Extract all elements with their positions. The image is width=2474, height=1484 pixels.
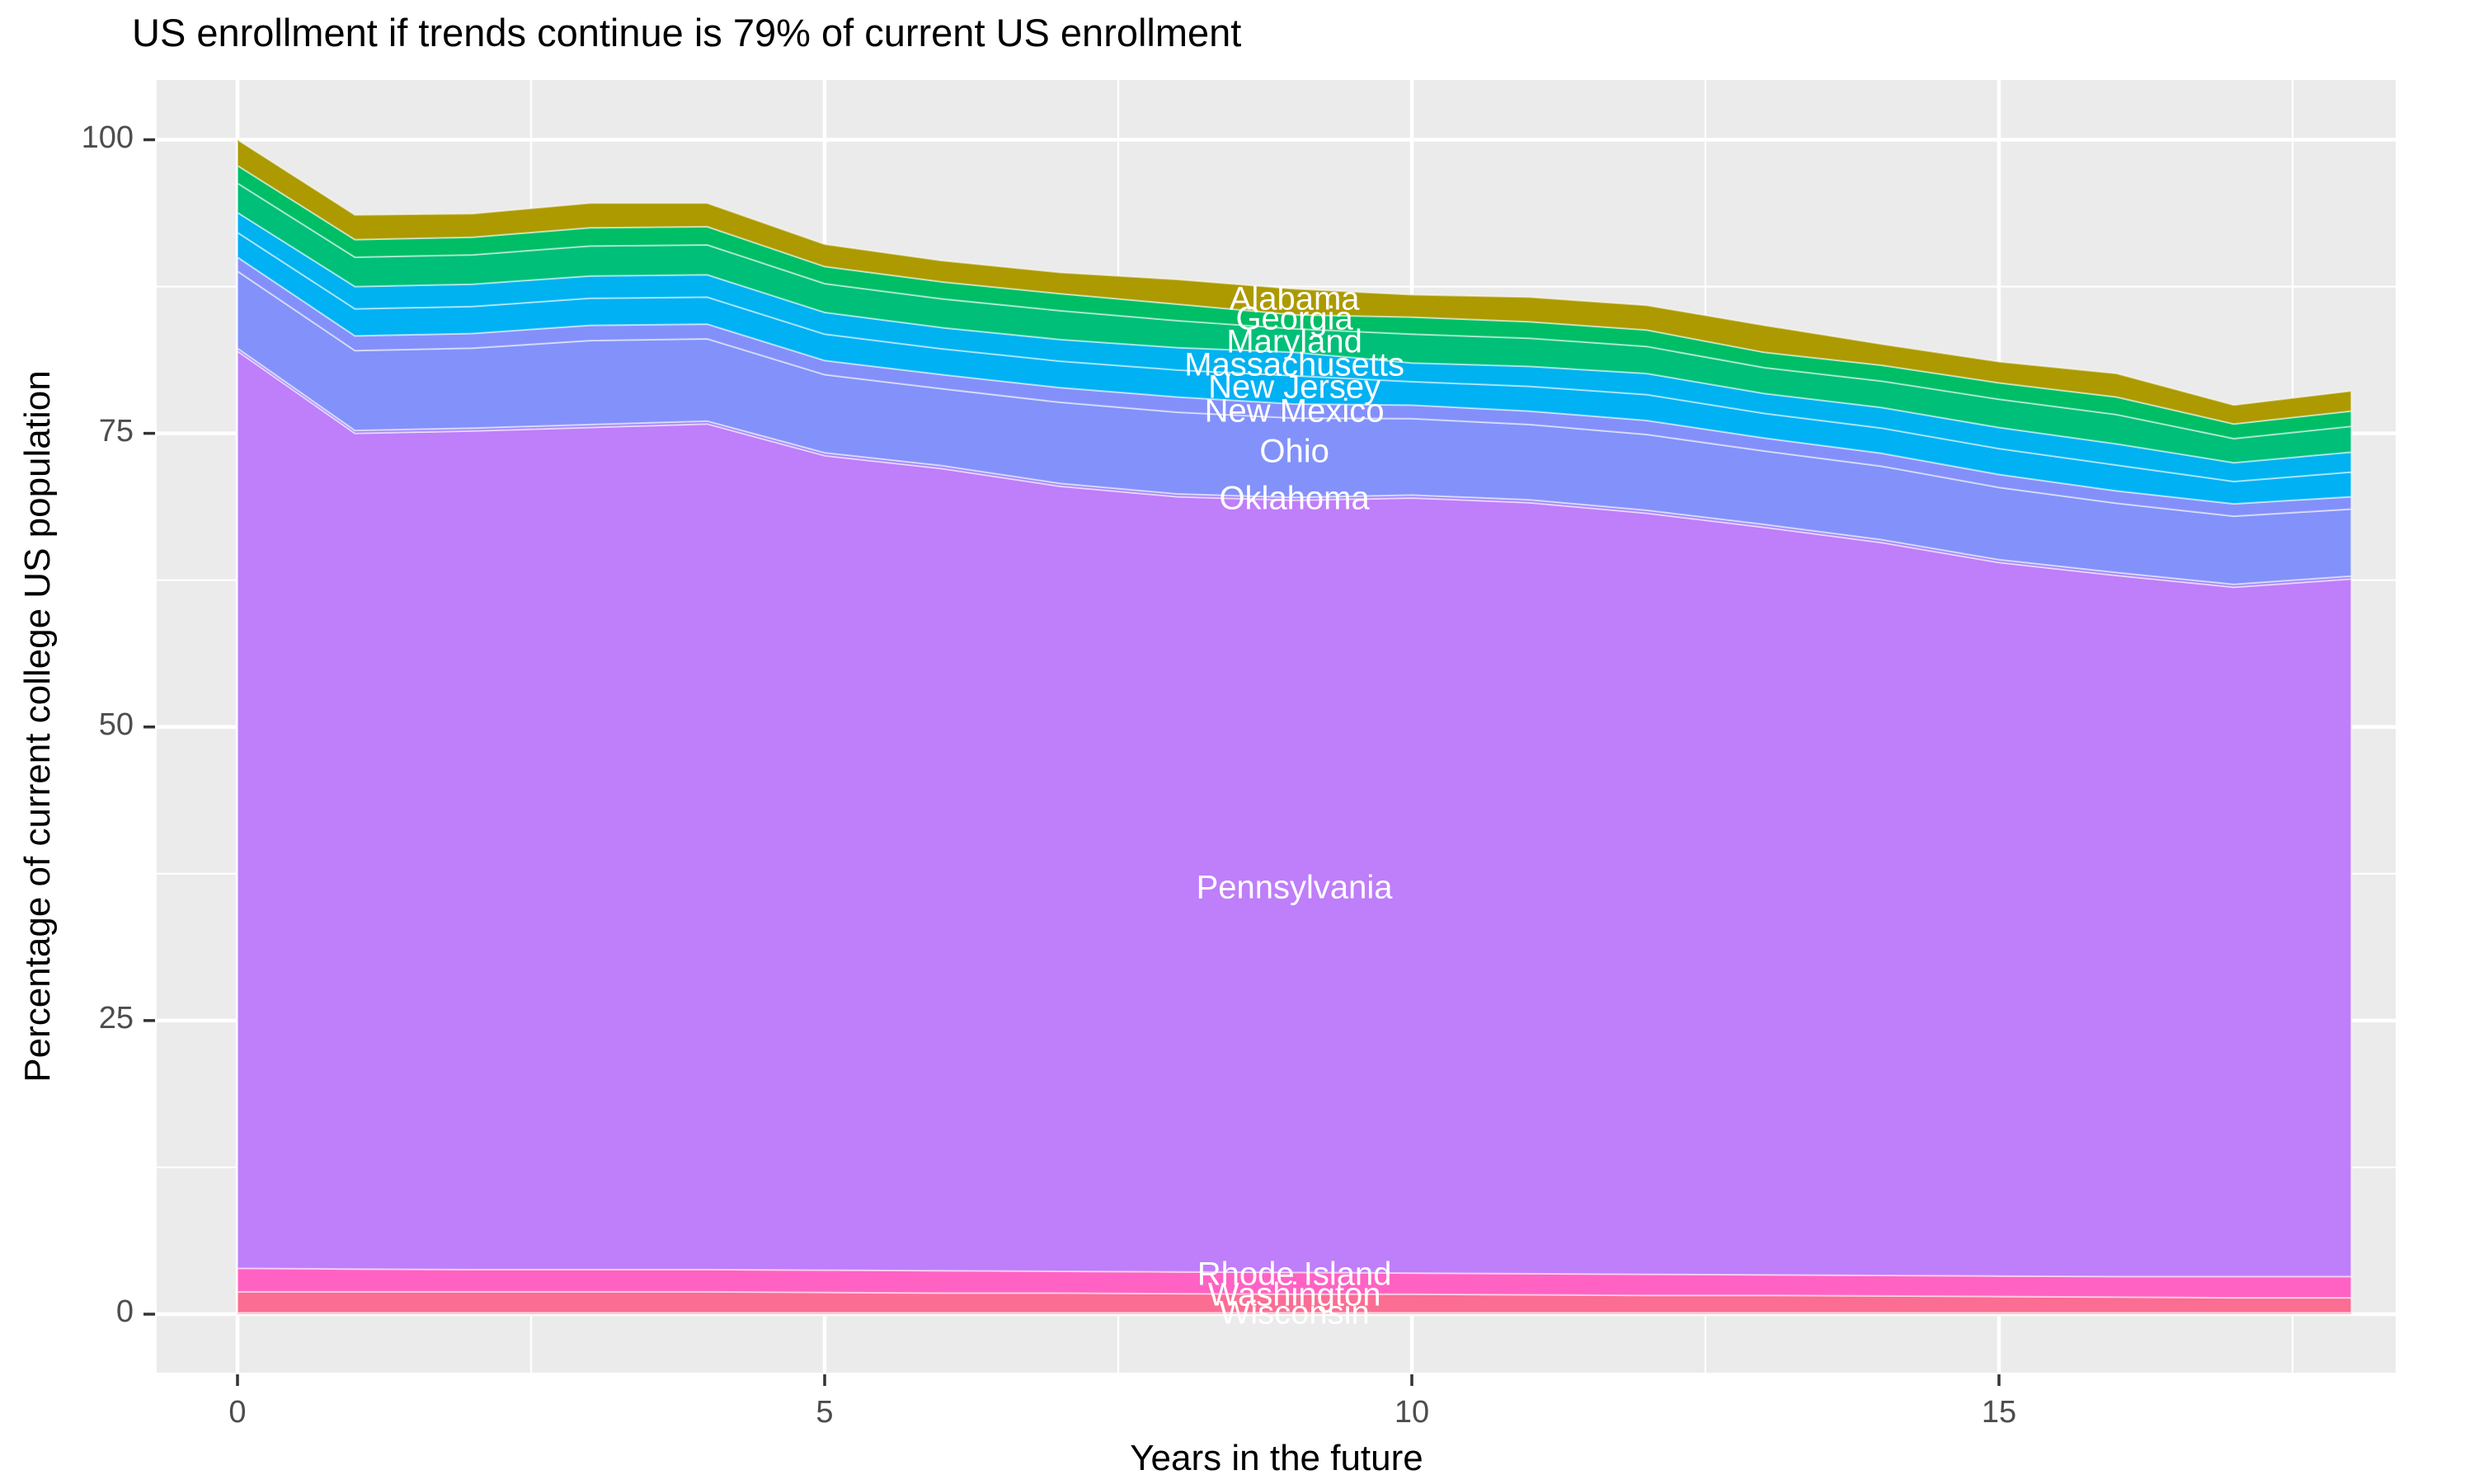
state-label-pennsylvania: Pennsylvania <box>1196 869 1393 906</box>
y-tick-label-0: 0 <box>115 1294 134 1329</box>
state-label-new-mexico: New Mexico <box>1204 392 1385 430</box>
state-label-massachusetts: Massachusetts <box>1184 346 1404 383</box>
area-alabama <box>237 138 2353 425</box>
x-axis-title: Years in the future <box>1130 1438 1423 1478</box>
state-label-alabama: Alabama <box>1229 280 1360 317</box>
y-tick-label-25: 25 <box>98 1000 134 1036</box>
state-label-new-jersey: New Jersey <box>1208 369 1381 406</box>
state-label-wisconsin: Wisconsin <box>1219 1294 1370 1331</box>
x-tick-label-15: 15 <box>1981 1395 2017 1430</box>
state-label-oklahoma: Oklahoma <box>1219 480 1370 517</box>
x-tick-label-0: 0 <box>228 1395 247 1430</box>
y-tick-label-50: 50 <box>98 707 134 742</box>
y-tick-label-100: 100 <box>81 120 134 155</box>
y-tick-label-75: 75 <box>98 413 134 448</box>
x-tick-label-10: 10 <box>1394 1395 1430 1430</box>
state-label-rhode-island: Rhode Island <box>1197 1256 1392 1293</box>
state-label-ohio: Ohio <box>1259 433 1329 470</box>
x-tick-label-5: 5 <box>816 1395 834 1430</box>
state-label-washington: Washington <box>1207 1276 1381 1313</box>
state-label-georgia: Georgia <box>1235 300 1353 337</box>
chart-title: US enrollment if trends continue is 79% … <box>132 11 1242 54</box>
state-label-maryland: Maryland <box>1226 323 1362 359</box>
